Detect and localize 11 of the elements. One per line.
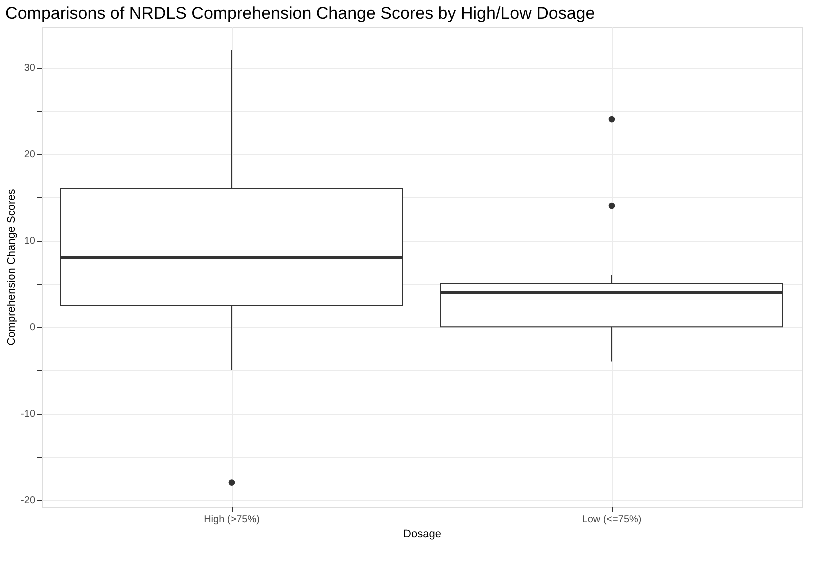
y-tick-label: 0: [30, 322, 36, 334]
y-tick-label: -20: [21, 496, 36, 507]
y-tick-label: 20: [24, 150, 36, 161]
y-tick-label: 10: [24, 236, 36, 248]
x-tick-label: High (>75%): [204, 514, 260, 526]
y-tick-label: 30: [24, 63, 36, 74]
y-axis-title: Comprehension Change Scores: [6, 188, 18, 346]
x-tick-label: Low (<=75%): [582, 514, 642, 526]
x-axis-title: Dosage: [404, 528, 442, 540]
y-tick-label: -10: [21, 409, 36, 420]
chart-title: Comparisons of NRDLS Comprehension Change Scores by High/Low Dosage: [6, 4, 596, 23]
